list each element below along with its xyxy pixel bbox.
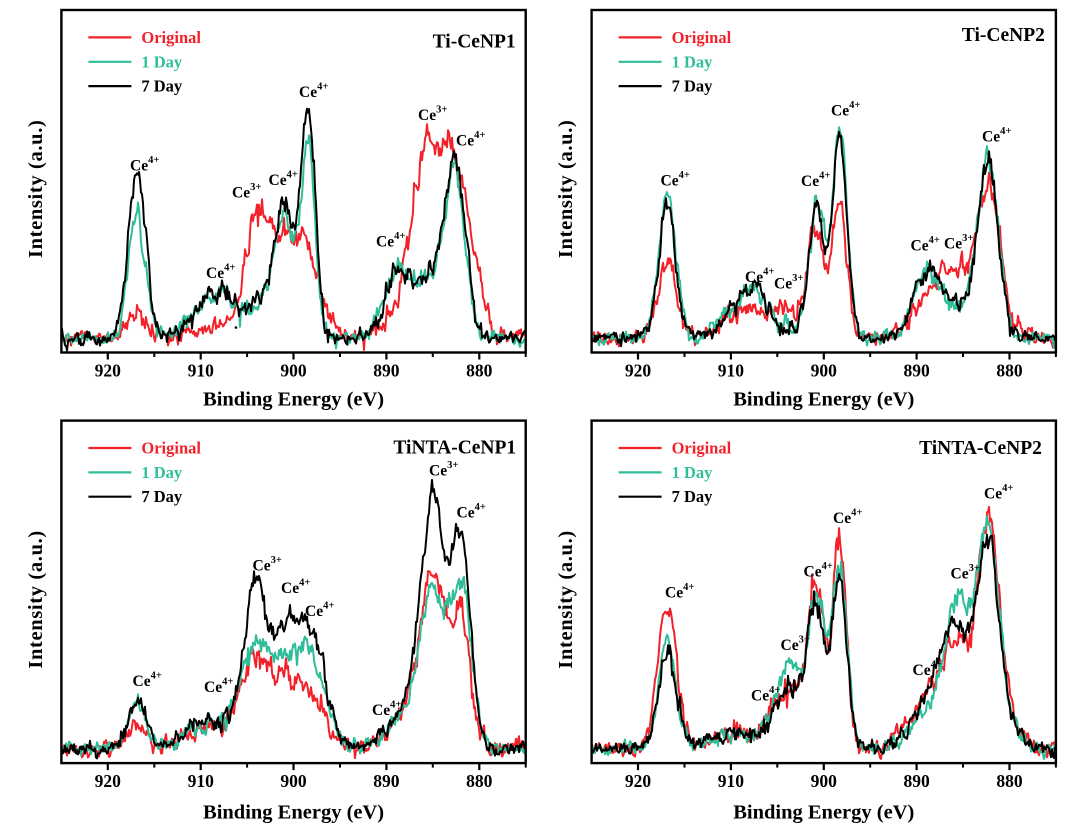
svg-text:910: 910 [188,771,215,791]
svg-text:900: 900 [280,771,307,791]
svg-text:910: 910 [718,361,745,381]
svg-text:Binding Energy (eV): Binding Energy (eV) [733,802,914,824]
svg-text:Binding Energy (eV): Binding Energy (eV) [203,802,384,824]
svg-text:900: 900 [811,361,838,381]
svg-text:Binding Energy (eV): Binding Energy (eV) [733,388,914,410]
svg-text:Binding Energy (eV): Binding Energy (eV) [203,388,384,410]
svg-text:Ti-CeNP2: Ti-CeNP2 [962,25,1045,46]
svg-text:Original: Original [672,439,732,458]
svg-text:Intensity (a.u.): Intensity (a.u.) [555,530,577,669]
svg-text:880: 880 [996,361,1023,381]
svg-text:7 Day: 7 Day [672,77,714,96]
svg-text:7 Day: 7 Day [141,487,183,506]
svg-text:880: 880 [466,361,493,381]
svg-text:7 Day: 7 Day [141,77,183,96]
svg-text:880: 880 [466,771,493,791]
svg-text:Original: Original [141,439,201,458]
svg-text:910: 910 [188,361,215,381]
svg-text:Original: Original [141,28,201,47]
svg-text:920: 920 [95,361,122,381]
svg-text:Intensity (a.u.): Intensity (a.u.) [25,530,47,669]
svg-text:Ti-CeNP1: Ti-CeNP1 [433,32,516,53]
svg-text:890: 890 [373,361,400,381]
svg-text:920: 920 [625,361,652,381]
svg-text:880: 880 [996,771,1023,791]
svg-text:1 Day: 1 Day [141,52,183,71]
svg-text:TiNTA-CeNP1: TiNTA-CeNP1 [393,438,516,459]
svg-text:920: 920 [625,771,652,791]
svg-text:Original: Original [672,28,732,47]
svg-text:890: 890 [903,361,930,381]
svg-text:Intensity (a.u.): Intensity (a.u.) [555,120,577,259]
svg-text:890: 890 [903,771,930,791]
svg-text:890: 890 [373,771,400,791]
svg-text:900: 900 [280,361,307,381]
svg-text:910: 910 [718,771,745,791]
svg-text:Intensity (a.u.): Intensity (a.u.) [25,120,47,259]
svg-text:920: 920 [95,771,122,791]
svg-text:7 Day: 7 Day [672,487,714,506]
svg-text:TiNTA-CeNP2: TiNTA-CeNP2 [919,438,1042,459]
svg-text:1 Day: 1 Day [672,463,714,482]
svg-text:1 Day: 1 Day [672,52,714,71]
svg-text:1 Day: 1 Day [141,463,183,482]
svg-text:900: 900 [811,771,838,791]
